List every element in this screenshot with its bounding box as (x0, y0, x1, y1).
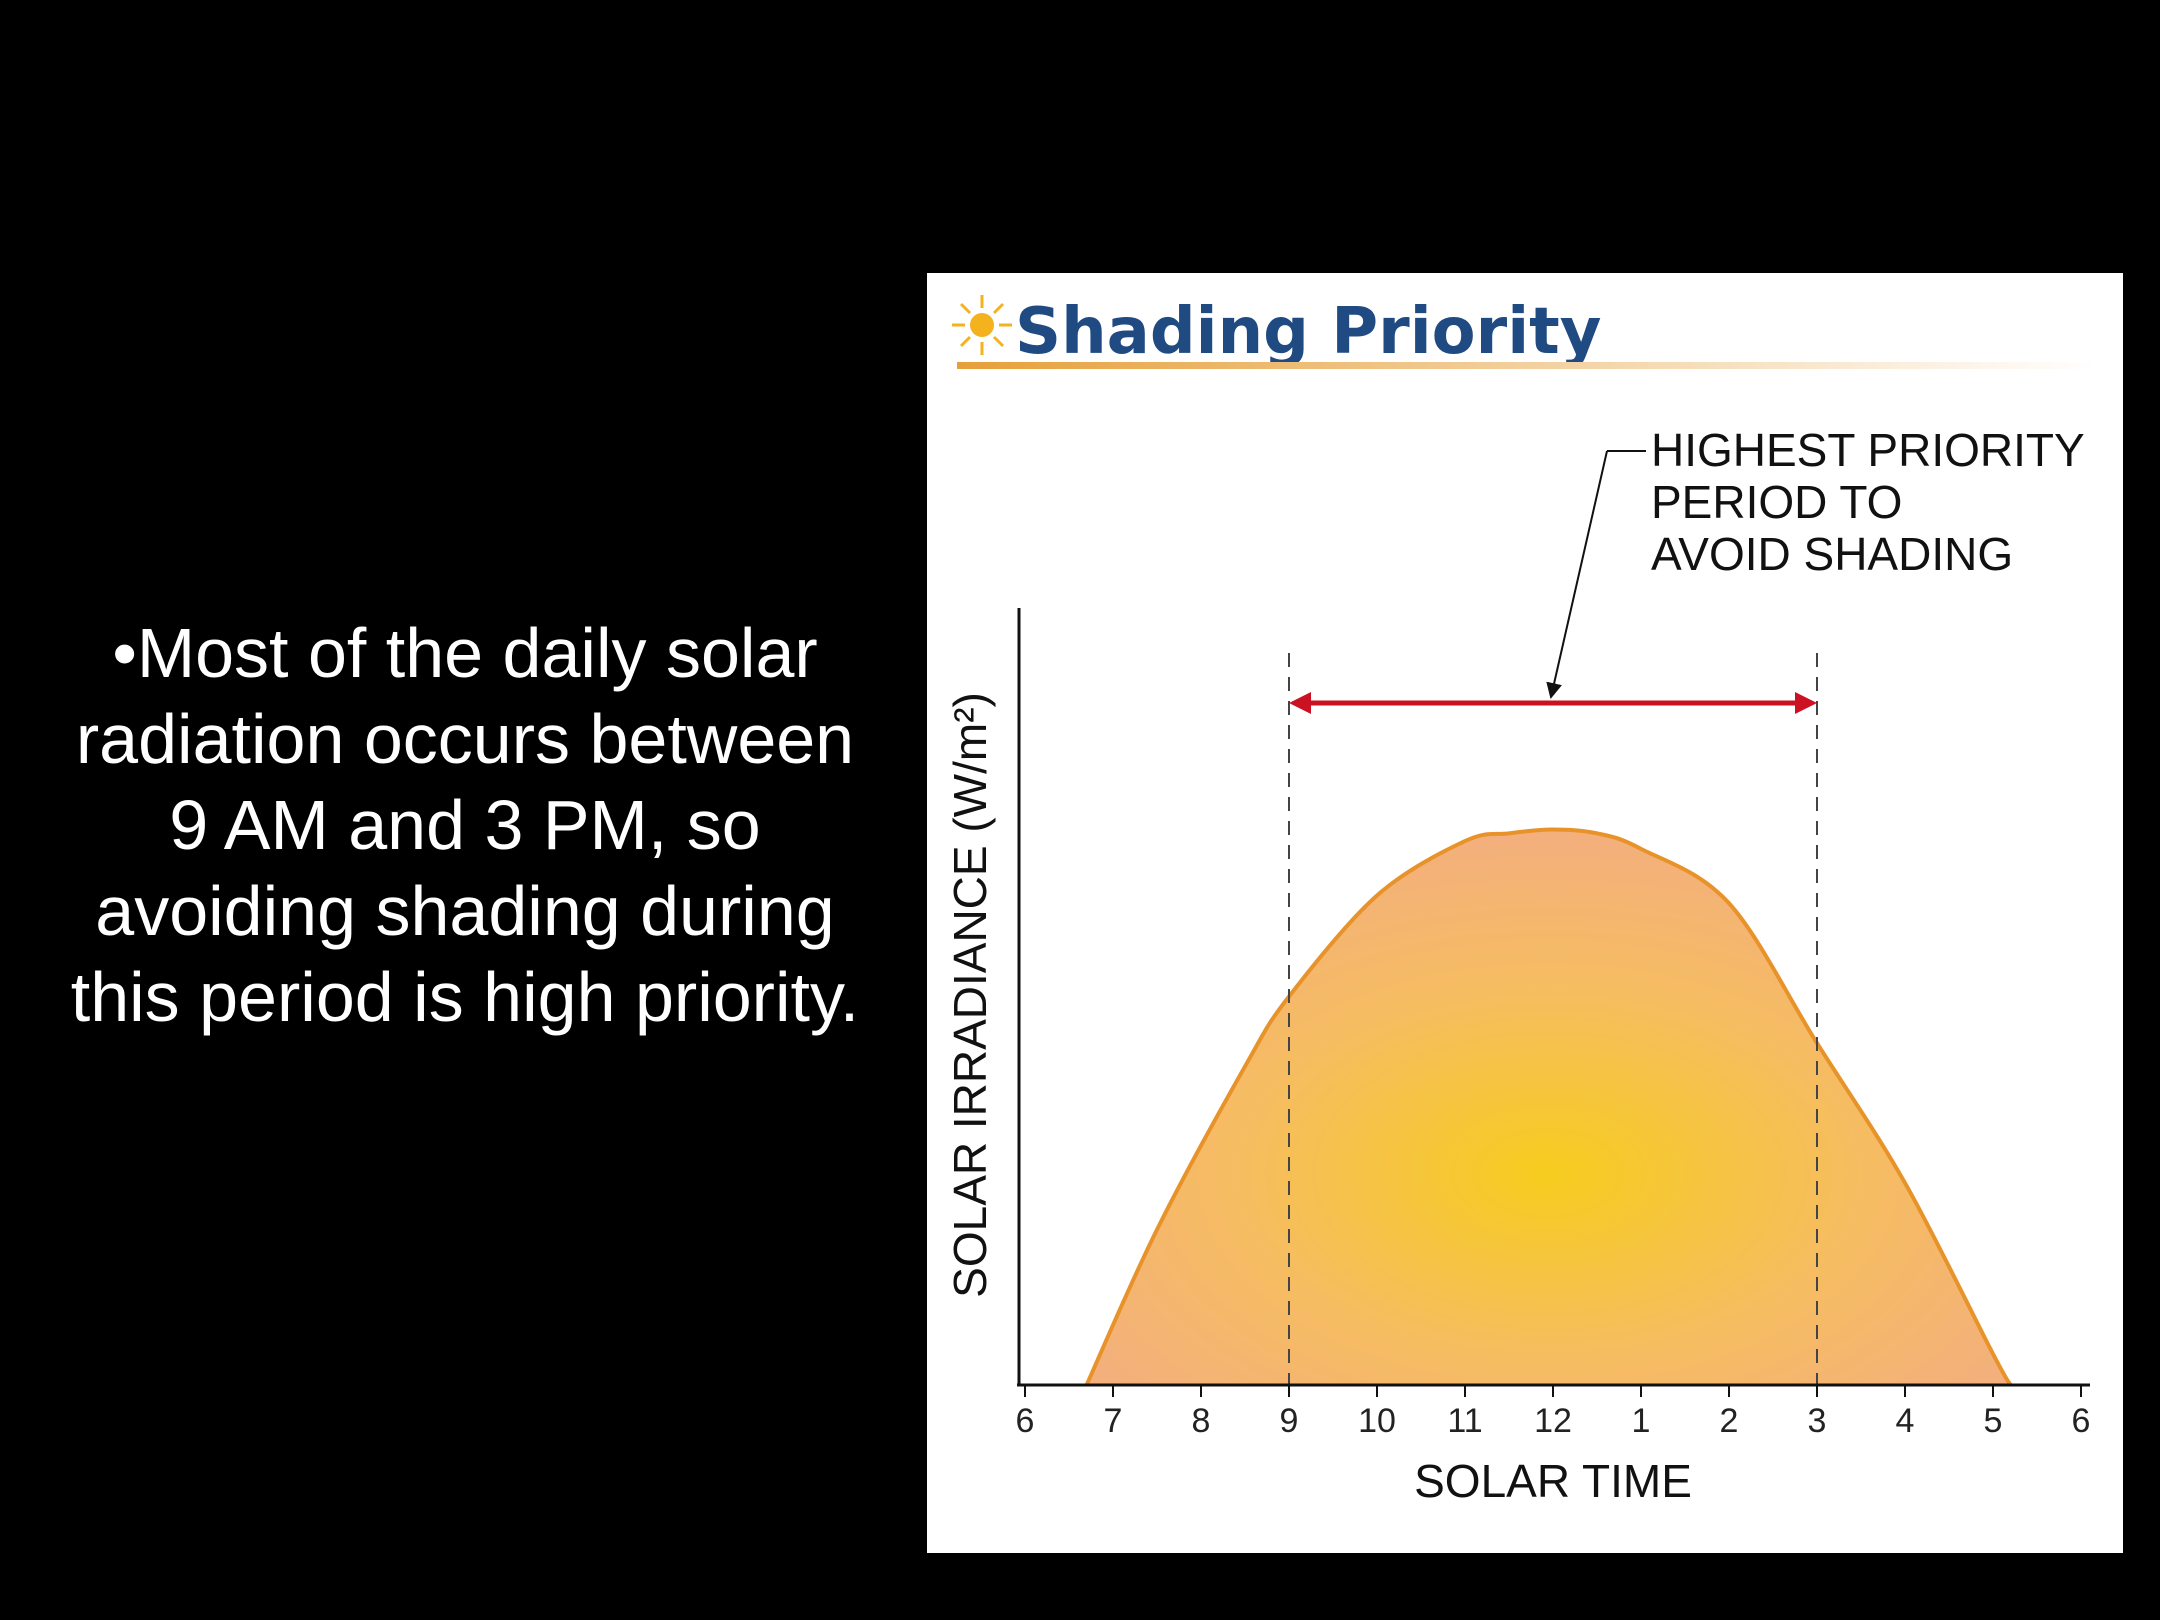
bullet-line: 9 AM and 3 PM, so (169, 786, 761, 864)
priority-arrowhead-left (1289, 692, 1311, 714)
x-tick-label: 10 (1358, 1402, 1396, 1440)
sun-icon (952, 295, 1012, 355)
bullet-line: radiation occurs between (75, 700, 855, 778)
annotation-line-1: HIGHEST PRIORITY (1651, 424, 2085, 476)
x-tick-label: 4 (1896, 1402, 1915, 1440)
x-tick-label: 1 (1632, 1402, 1651, 1440)
x-tick-label: 12 (1534, 1402, 1572, 1440)
irradiance-area (1086, 829, 2011, 1385)
priority-guides (1288, 653, 1818, 1385)
x-tick-label: 6 (1016, 1402, 1035, 1440)
shading-priority-chart: Shading Priority 6 7 8 9 10 11 12 1 2 3 4 5 6 SOLAR … (944, 295, 2097, 1507)
y-axis-label: SOLAR IRRADIANCE (W/m²) (944, 692, 996, 1298)
area-layer (1084, 827, 2013, 1387)
x-tick-label: 11 (1447, 1402, 1482, 1440)
x-tick-label: 5 (1984, 1402, 2003, 1440)
annotation-leader-arrow (1546, 450, 1608, 699)
x-ticks: 6 7 8 9 10 11 12 1 2 3 4 5 6 (1016, 1385, 2091, 1440)
bullet-line: avoiding shading during (95, 872, 835, 950)
x-tick-label: 2 (1720, 1402, 1739, 1440)
annotation-line-2: PERIOD TO (1651, 476, 1902, 528)
figure-panel: Shading Priority 6 7 8 9 10 11 12 1 2 3 4 5 6 SOLAR … (927, 273, 2123, 1553)
x-tick-label: 8 (1192, 1402, 1211, 1440)
bullet-line: this period is high priority. (70, 958, 860, 1036)
title-underline (957, 362, 2097, 369)
priority-arrowhead-right (1795, 692, 1817, 714)
x-tick-label: 3 (1808, 1402, 1827, 1440)
annotation-line-3: AVOID SHADING (1651, 528, 2013, 580)
x-tick-label: 9 (1280, 1402, 1299, 1440)
x-tick-label: 6 (2072, 1402, 2091, 1440)
x-axis-label: SOLAR TIME (1414, 1455, 1692, 1507)
irradiance-curve (1084, 827, 2013, 1387)
bullet-line: •Most of the daily solar (112, 614, 818, 692)
x-tick-label: 7 (1104, 1402, 1123, 1440)
slide-bullet-text: •Most of the daily solar radiation occur… (40, 610, 890, 1040)
chart-title: Shading Priority (1015, 295, 1601, 369)
